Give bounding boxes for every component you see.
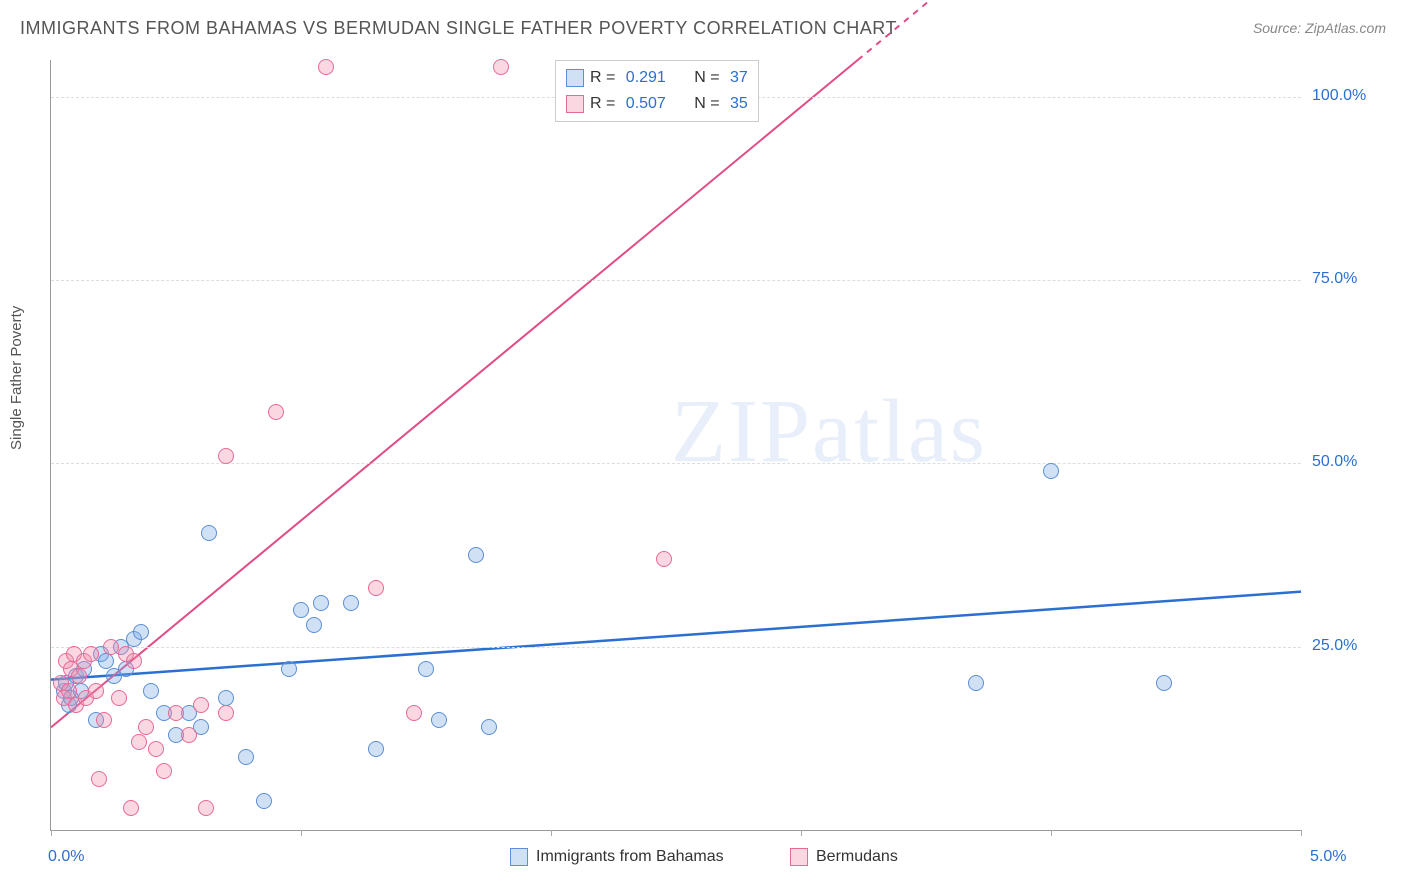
trend-line [51,592,1301,680]
scatter-plot-area: ZIPatlas [50,60,1301,831]
data-point [368,741,384,757]
legend-n-label: N = [685,95,719,113]
data-point [968,675,984,691]
correlation-legend: R = 0.291 N = 37R = 0.507 N = 35 [555,60,759,122]
data-point [318,59,334,75]
y-tick-label: 75.0% [1312,270,1357,288]
legend-row: R = 0.507 N = 35 [566,91,748,117]
data-point [468,547,484,563]
data-point [313,595,329,611]
data-point [218,705,234,721]
data-point [406,705,422,721]
series-label: Bermudans [816,848,898,866]
data-point [111,690,127,706]
data-point [368,580,384,596]
data-point [91,771,107,787]
data-point [268,404,284,420]
data-point [493,59,509,75]
data-point [481,719,497,735]
data-point [103,639,119,655]
gridline [51,647,1301,648]
legend-r-value: 0.507 [621,95,679,113]
gridline [51,280,1301,281]
data-point [1043,463,1059,479]
x-tick [1051,830,1052,836]
data-point [61,683,77,699]
data-point [431,712,447,728]
data-point [83,646,99,662]
data-point [133,624,149,640]
data-point [656,551,672,567]
x-tick [301,830,302,836]
data-point [1156,675,1172,691]
data-point [281,661,297,677]
source-label: Source: ZipAtlas.com [1253,20,1386,36]
data-point [218,690,234,706]
data-point [88,683,104,699]
y-tick-label: 50.0% [1312,453,1357,471]
legend-n-value: 37 [726,69,748,87]
legend-n-label: N = [685,69,719,87]
data-point [256,793,272,809]
data-point [201,525,217,541]
legend-r-label: R = [590,69,615,87]
data-point [198,800,214,816]
data-point [71,668,87,684]
x-tick [51,830,52,836]
data-point [168,705,184,721]
data-point [131,734,147,750]
x-tick [801,830,802,836]
y-axis-label: Single Father Poverty [8,306,25,450]
data-point [143,683,159,699]
series-legend-item: Immigrants from Bahamas [510,848,724,866]
data-point [156,763,172,779]
x-tick [1301,830,1302,836]
data-point [181,727,197,743]
legend-r-label: R = [590,95,615,113]
data-point [218,448,234,464]
legend-swatch [566,69,584,87]
data-point [126,653,142,669]
x-axis-min-label: 0.0% [48,848,84,866]
gridline [51,463,1301,464]
trend-lines-svg [51,60,1301,830]
data-point [343,595,359,611]
series-legend-item: Bermudans [790,848,898,866]
legend-swatch [790,848,808,866]
y-tick-label: 25.0% [1312,637,1357,655]
data-point [418,661,434,677]
x-axis-max-label: 5.0% [1310,848,1346,866]
chart-title: IMMIGRANTS FROM BAHAMAS VS BERMUDAN SING… [20,18,897,38]
data-point [193,697,209,713]
data-point [138,719,154,735]
data-point [123,800,139,816]
data-point [96,712,112,728]
legend-swatch [510,848,528,866]
legend-n-value: 35 [726,95,748,113]
y-tick-label: 100.0% [1312,87,1366,105]
series-label: Immigrants from Bahamas [536,848,724,866]
data-point [306,617,322,633]
data-point [293,602,309,618]
legend-row: R = 0.291 N = 37 [566,65,748,91]
data-point [238,749,254,765]
data-point [148,741,164,757]
data-point [98,653,114,669]
legend-swatch [566,95,584,113]
trend-line [51,60,858,727]
legend-r-value: 0.291 [621,69,679,87]
x-tick [551,830,552,836]
